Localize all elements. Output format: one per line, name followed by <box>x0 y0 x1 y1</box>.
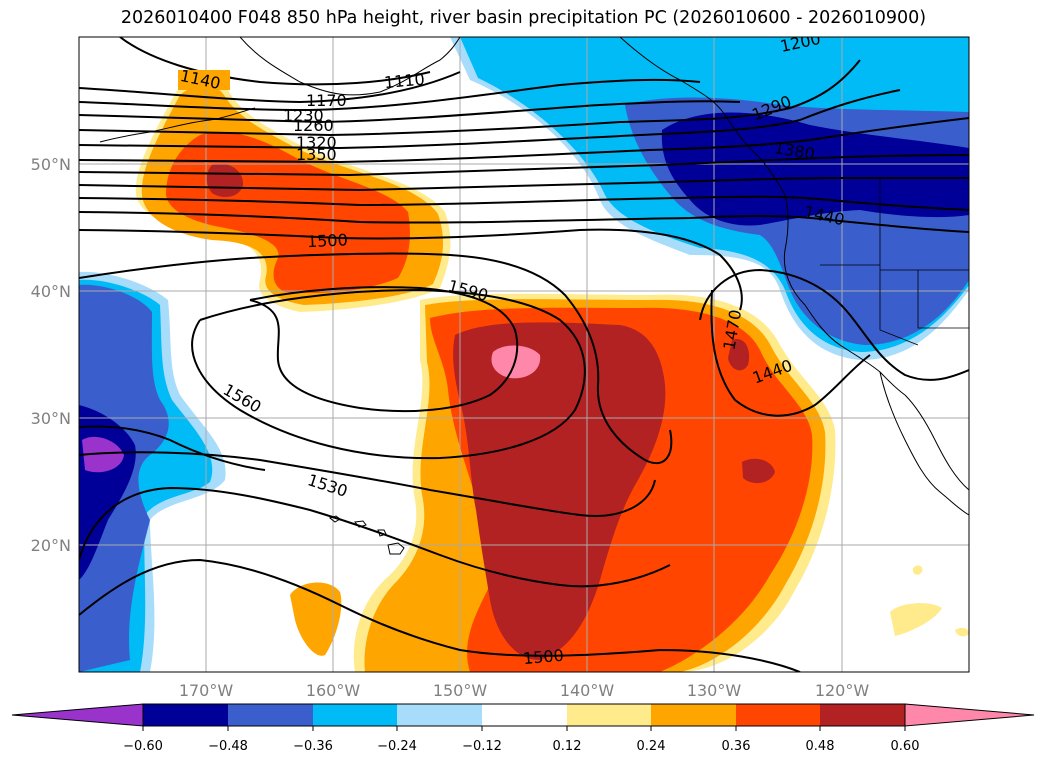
longitude-labels: 170°W 160°W 150°W 140°W 130°W 120°W <box>179 681 870 700</box>
contour-label: 1500 <box>522 646 564 668</box>
colorbar-frame <box>142 703 906 727</box>
colorbar-swatch <box>143 704 228 726</box>
coastline-aleutians <box>99 107 256 143</box>
colorbar: −0.60 −0.48 −0.36 −0.24 −0.12 0.12 0.24 … <box>11 703 1035 754</box>
fill-right-firebrick-2 <box>742 458 775 484</box>
height-contours <box>79 37 969 672</box>
contour-line <box>79 176 969 192</box>
colorbar-tick-label: −0.48 <box>208 739 248 754</box>
colorbar-swatch <box>313 704 397 726</box>
colorbar-tick-label: −0.24 <box>377 739 417 754</box>
colorbar-swatch <box>482 704 567 726</box>
lat-label-50: 50°N <box>31 155 71 174</box>
contour-label: 1320 <box>296 133 337 152</box>
contour-line <box>699 268 969 381</box>
fill-right-firebrick <box>728 339 750 371</box>
contour-line <box>79 89 901 150</box>
coastline-bc <box>619 37 786 196</box>
lon-label-140w: 140°W <box>560 681 615 700</box>
coastline-alaska <box>239 37 461 96</box>
contour-line <box>79 486 671 588</box>
lon-label-150w: 150°W <box>433 681 488 700</box>
lat-label-40: 40°N <box>31 282 71 301</box>
label-bg <box>178 70 230 90</box>
coastline-baja <box>879 371 969 516</box>
colorbar-tick-label: 0.36 <box>722 739 751 754</box>
contour-label: 1260 <box>293 116 334 135</box>
contour-label: 1350 <box>296 145 337 164</box>
lon-label-120w: 120°W <box>815 681 870 700</box>
colorbar-swatch <box>397 704 482 726</box>
lat-label-30: 30°N <box>31 409 71 428</box>
fill-west-purple <box>82 436 124 473</box>
graticule <box>79 37 969 672</box>
colorbar-tick-label: 0.24 <box>637 739 666 754</box>
colorbar-swatch <box>736 704 820 726</box>
contour-line <box>79 78 701 112</box>
contour-line <box>79 71 461 104</box>
coastline-us-west <box>783 194 906 396</box>
contour-line <box>79 100 741 124</box>
contour-line <box>191 288 586 460</box>
contour-line <box>79 425 266 471</box>
fill-small-orange <box>290 582 342 656</box>
contour-label: 1230 <box>283 106 324 125</box>
colorbar-tick-label: 0.12 <box>553 739 582 754</box>
colorbar-swatch <box>820 704 905 726</box>
fill-small-yellow-2 <box>955 627 969 637</box>
colorbar-tick-label: −0.36 <box>293 739 333 754</box>
colorbar-tick-label: −0.60 <box>123 739 163 754</box>
contour-label: 1170 <box>306 91 347 110</box>
latitude-labels: 20°N 30°N 40°N 50°N <box>31 155 71 555</box>
contour-line <box>79 211 969 233</box>
fill-small-yellow <box>890 603 942 636</box>
colorbar-swatch <box>228 704 313 726</box>
coastline-mexico <box>904 394 969 491</box>
map-title: 2026010400 F048 850 hPa height, river ba… <box>120 8 927 28</box>
lon-label-130w: 130°W <box>687 681 742 700</box>
map-area: 1140 1110 1170 1230 1260 1320 1350 1200 … <box>79 37 969 672</box>
colorbar-tick-label: −0.12 <box>462 739 502 754</box>
contour-label: 1500 <box>307 230 349 251</box>
contour-line <box>79 154 969 177</box>
map-frame <box>78 36 970 673</box>
colorbar-ticks <box>142 726 906 731</box>
contour-line <box>249 286 519 413</box>
contour-line <box>79 252 673 465</box>
lon-label-160w: 160°W <box>306 681 361 700</box>
contour-label: 1110 <box>383 70 425 92</box>
contour-line <box>79 228 743 311</box>
colorbar-extend-low <box>11 703 144 727</box>
contour-line <box>79 117 969 164</box>
contour-line <box>79 558 801 672</box>
contour-line <box>79 195 969 211</box>
colorbar-tick-label: 0.60 <box>891 739 920 754</box>
colorbar-extend-high <box>904 703 1035 727</box>
colorbar-tick-label: 0.48 <box>806 739 835 754</box>
contour-labels: 1140 1110 1170 1230 1260 1320 1350 1200 … <box>178 37 846 668</box>
contour-line <box>710 289 871 417</box>
colorbar-swatch <box>567 704 651 726</box>
colorbar-swatch <box>651 704 736 726</box>
contour-line <box>79 59 861 137</box>
lon-label-170w: 170°W <box>179 681 234 700</box>
contour-line <box>79 451 656 517</box>
fill-small-yellow-3 <box>912 565 923 575</box>
lat-label-20: 20°N <box>31 536 71 555</box>
contour-line <box>119 37 431 86</box>
